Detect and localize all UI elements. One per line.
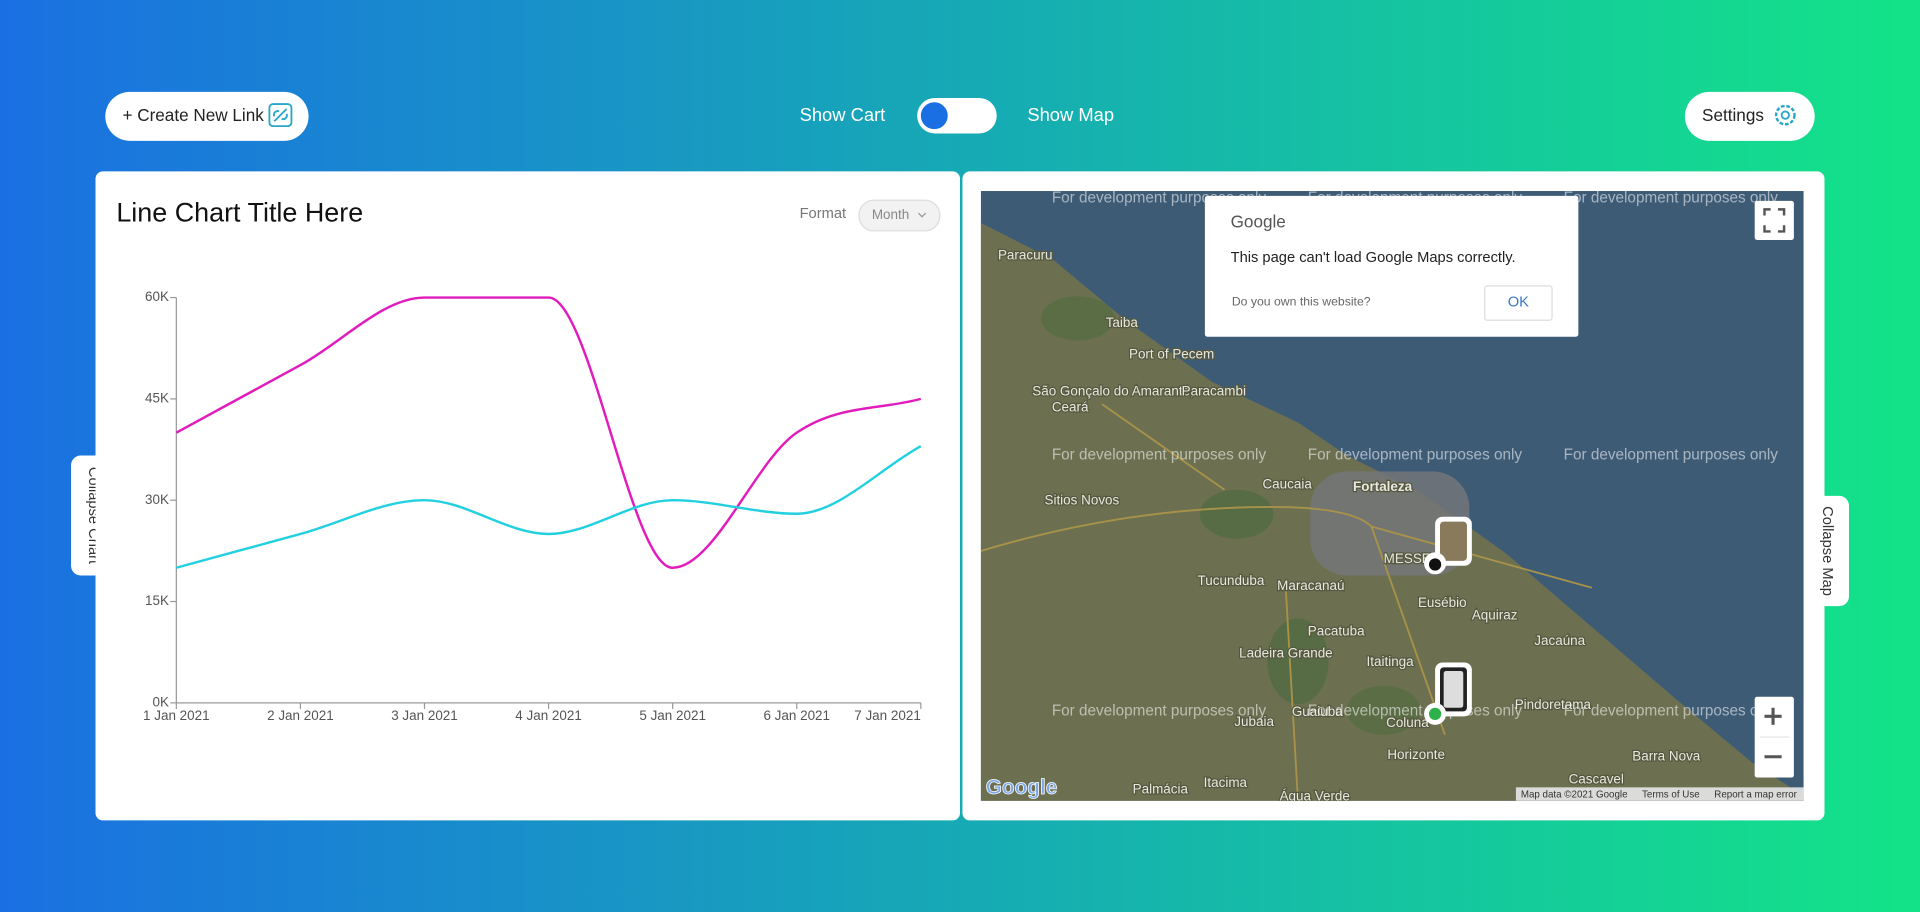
dialog-question: Do you own this website?	[1232, 295, 1371, 309]
gear-icon	[1774, 104, 1796, 126]
dialog-ok-text: OK	[1508, 294, 1529, 310]
show-cart-label: Show Cart	[800, 104, 886, 125]
place-label: Maracanaú	[1277, 578, 1344, 593]
place-label: Água Verde	[1280, 789, 1350, 804]
y-tick-label: 15K	[145, 593, 169, 608]
map-watermark: For development purposes only	[1052, 447, 1267, 464]
x-tick-label: 3 Jan 2021	[391, 708, 458, 723]
map-marker[interactable]	[1424, 516, 1472, 575]
map-watermark: For development purposes only	[1564, 189, 1779, 206]
map-footer[interactable]: Report a map error	[1714, 789, 1797, 800]
place-label: Tucunduba	[1198, 573, 1265, 588]
place-label: Itaitinga	[1367, 654, 1415, 669]
map-footer: Map data ©2021 Google	[1521, 789, 1628, 800]
link-icon	[268, 103, 293, 128]
series-line	[175, 296, 922, 569]
map-watermark: For development purposes only	[1564, 702, 1779, 719]
collapse-map-text: Collapse Map	[1819, 506, 1835, 596]
create-link-text: + Create New Link	[122, 105, 264, 125]
place-label: Taiba	[1106, 315, 1139, 330]
format-label: Format	[800, 206, 847, 222]
place-label: Jacaúna	[1534, 633, 1585, 648]
fullscreen-button[interactable]	[1754, 200, 1794, 241]
place-label: Cascavel	[1569, 772, 1624, 787]
settings-button[interactable]: Settings	[1684, 91, 1815, 141]
place-label: Aquiraz	[1472, 607, 1518, 622]
place-label: Pindoretama	[1515, 697, 1592, 712]
place-label: Fortaleza	[1353, 479, 1413, 494]
collapse-map-tab[interactable]: Collapse Map	[1812, 495, 1849, 607]
place-label: Caucaia	[1262, 476, 1312, 491]
zoom-controls[interactable]	[1754, 696, 1794, 778]
settings-text: Settings	[1702, 105, 1764, 125]
chart-panel	[95, 171, 961, 821]
place-label: Horizonte	[1387, 747, 1445, 762]
place-label: Sitios Novos	[1044, 492, 1119, 507]
map-watermark: For development purposes only	[1052, 702, 1267, 719]
layout: + Create New Link Show Cart Show Map Set…	[71, 91, 1849, 821]
y-tick-label: 45K	[145, 390, 169, 405]
place-label: Pacatuba	[1308, 623, 1365, 638]
dialog-ok[interactable]: OK	[1484, 285, 1553, 321]
place-label: Barra Nova	[1632, 748, 1701, 763]
x-tick-label: 2 Jan 2021	[267, 708, 334, 723]
google-logo: Google	[986, 776, 1058, 799]
place-label: Ceará	[1052, 399, 1089, 414]
y-tick-label: 30K	[145, 492, 169, 507]
x-tick-label: 5 Jan 2021	[639, 708, 706, 723]
dialog-message: This page can't load Google Maps correct…	[1231, 250, 1516, 266]
x-tick-label: 4 Jan 2021	[515, 708, 582, 723]
place-label: Ladeira Grande	[1239, 645, 1332, 660]
map-footer[interactable]: Terms of Use	[1642, 789, 1700, 800]
format-value: Month	[872, 207, 909, 222]
series-line	[176, 445, 922, 569]
place-label: Palmácia	[1133, 781, 1189, 796]
y-tick-label: 60K	[145, 289, 169, 304]
y-tick-label: 0K	[153, 694, 169, 709]
map-marker[interactable]	[1424, 662, 1472, 725]
place-label: São Gonçalo do Amarante,	[1032, 383, 1194, 398]
chart-title: Line Chart Title Here	[116, 197, 363, 227]
dialog-brand: Google	[1231, 211, 1286, 231]
view-toggle[interactable]	[917, 97, 997, 134]
place-label: Coluna	[1386, 715, 1429, 730]
maps-error-dialog: Google This page can't load Google Maps …	[1204, 195, 1579, 337]
show-map-label: Show Map	[1027, 104, 1114, 125]
map-watermark: For development purposes only	[1308, 702, 1523, 719]
place-label: Paracambi	[1182, 383, 1246, 398]
place-label: Jubaia	[1234, 714, 1274, 729]
map-watermark: For development purposes only	[1564, 447, 1779, 464]
create-link-button[interactable]: + Create New Link	[105, 91, 309, 141]
place-label: Guaiuba	[1292, 704, 1343, 719]
x-tick-label: 6 Jan 2021	[763, 708, 830, 723]
place-label: Port of Pecem	[1129, 347, 1214, 362]
map-watermark: For development purposes only	[1308, 447, 1523, 464]
line-chart: 0K 15K 30K 45K 60K 1 Jan 2021 2 Jan 2021 3 Jan …	[143, 289, 922, 723]
place-label: Itacima	[1204, 775, 1248, 790]
x-tick-label: 1 Jan 2021	[143, 708, 210, 723]
place-label: Eusébio	[1418, 595, 1467, 610]
format-select[interactable]: Month	[858, 199, 941, 232]
x-tick-label: 7 Jan 2021	[854, 708, 921, 723]
place-label: Paracuru	[998, 247, 1053, 262]
